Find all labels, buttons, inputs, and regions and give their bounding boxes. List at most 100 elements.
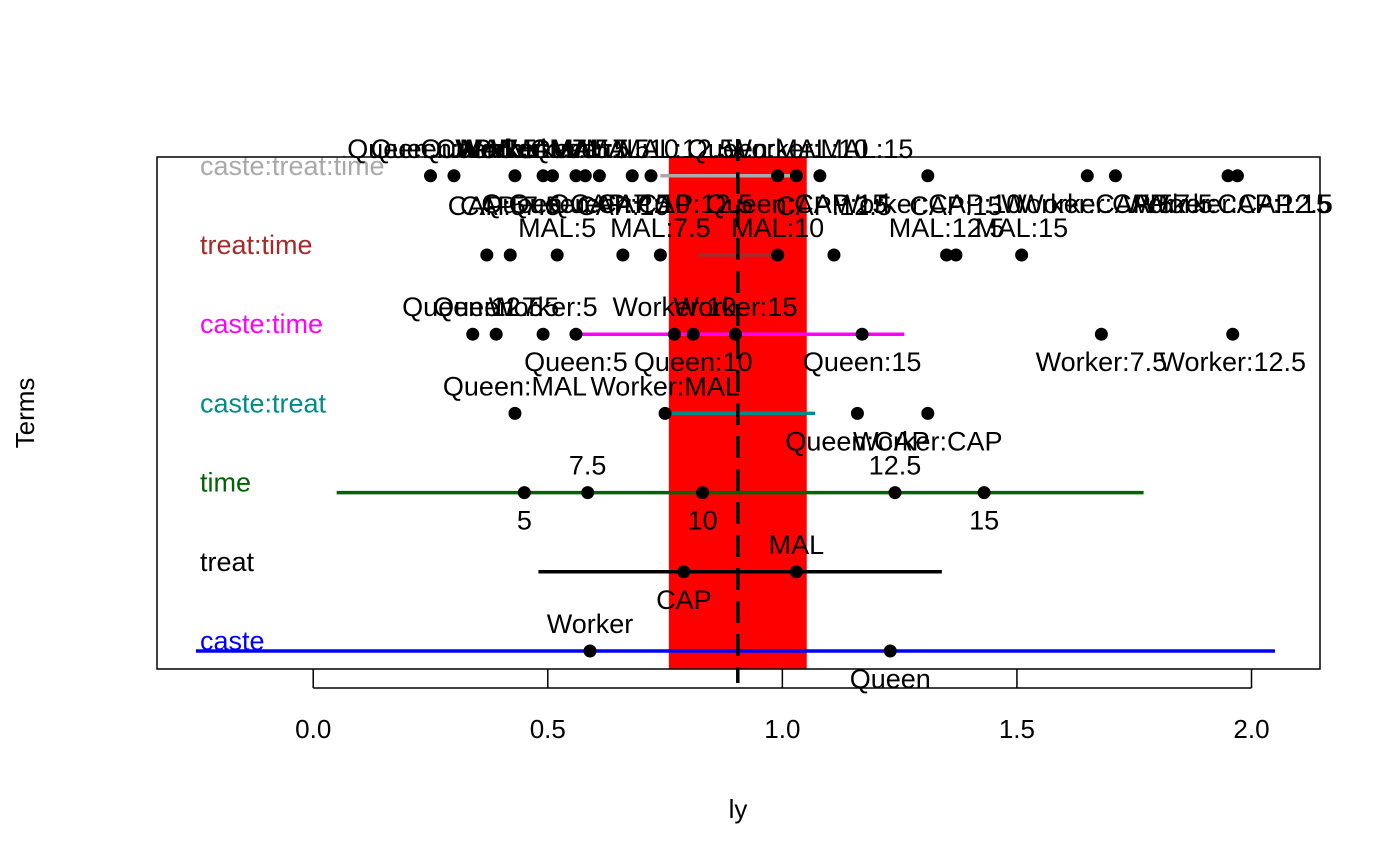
term-point bbox=[771, 248, 785, 262]
x-tick-label: 1.5 bbox=[999, 714, 1035, 744]
term-point bbox=[466, 327, 480, 341]
x-tick-label: 0.0 bbox=[295, 714, 331, 744]
term-point bbox=[677, 565, 691, 579]
term-point bbox=[447, 169, 461, 183]
term-point bbox=[578, 169, 592, 183]
point-label: MAL:10 bbox=[731, 213, 824, 243]
term-point bbox=[517, 486, 531, 500]
point-label: Worker:CAP:12.5 bbox=[1123, 189, 1333, 219]
point-label: Queen:MAL:10 bbox=[687, 134, 869, 164]
point-label: CAP:15 bbox=[909, 191, 1002, 221]
point-label: Worker:CAP:10 bbox=[834, 189, 1021, 219]
point-label: CAP:10 bbox=[576, 191, 669, 221]
point-label: Worker:CAP bbox=[853, 426, 1003, 456]
point-label: MAL:15 bbox=[975, 213, 1068, 243]
point-label: Queen:CAP:10 bbox=[509, 189, 691, 219]
point-label: Queen:MAL:12.5 bbox=[530, 134, 734, 164]
term-point bbox=[921, 169, 935, 183]
x-tick-label: 1.0 bbox=[764, 714, 800, 744]
point-label: Queen:7.5 bbox=[433, 292, 559, 322]
term-point bbox=[940, 248, 954, 262]
term-point bbox=[850, 406, 864, 420]
term-point bbox=[616, 248, 630, 262]
term-point bbox=[653, 248, 667, 262]
y-axis-label: Terms bbox=[10, 378, 40, 449]
point-label: Queen:CAP:7.5 bbox=[481, 189, 670, 219]
point-label: Queen:MAL:7.5 bbox=[420, 134, 609, 164]
term-name: caste bbox=[200, 626, 265, 656]
term-point bbox=[883, 644, 897, 658]
term-point bbox=[827, 248, 841, 262]
point-label: 7.5 bbox=[569, 451, 607, 481]
point-label: Worker bbox=[547, 609, 634, 639]
point-label: Queen:CAP:5 bbox=[347, 134, 514, 164]
point-label: Worker:MAL:7.5 bbox=[455, 134, 650, 164]
point-label: Worker:12.5 bbox=[1159, 347, 1306, 377]
term-point bbox=[536, 169, 550, 183]
point-label: MAL:5 bbox=[518, 213, 596, 243]
term-point bbox=[667, 327, 681, 341]
term-point bbox=[489, 327, 503, 341]
point-label: Worker:CAP:5 bbox=[1001, 189, 1173, 219]
term-point bbox=[1094, 327, 1108, 341]
term-point bbox=[977, 486, 991, 500]
plot-frame bbox=[156, 156, 1321, 670]
point-label: Worker:CAP:15 bbox=[1144, 189, 1331, 219]
point-label: MAL bbox=[769, 530, 825, 560]
point-label: Worker:15 bbox=[673, 292, 797, 322]
term-point bbox=[592, 169, 606, 183]
point-label: 10 bbox=[688, 506, 718, 536]
term-point bbox=[644, 169, 658, 183]
term-point bbox=[508, 406, 522, 420]
term-point bbox=[686, 327, 700, 341]
point-label: Worker:MAL:15 bbox=[726, 134, 913, 164]
point-label: Worker:7.5 bbox=[1036, 347, 1168, 377]
point-label: Queen:MAL bbox=[443, 371, 587, 401]
points-layer bbox=[424, 169, 1244, 658]
term-point bbox=[545, 169, 559, 183]
point-label: 15 bbox=[969, 506, 999, 536]
point-label: Queen:CAP:15 bbox=[706, 189, 888, 219]
point-label: Queen:5 bbox=[524, 347, 628, 377]
term-point bbox=[1226, 327, 1240, 341]
point-label: Worker:10 bbox=[612, 292, 736, 322]
x-axis-label: ly bbox=[729, 794, 748, 824]
term-point bbox=[581, 486, 595, 500]
term-point bbox=[480, 248, 494, 262]
term-point bbox=[813, 169, 827, 183]
term-point bbox=[508, 169, 522, 183]
x-tick-label: 2.0 bbox=[1233, 714, 1269, 744]
term-point bbox=[658, 406, 672, 420]
labels-layer: casteWorkerQueentreatCAPMALtime57.51012.… bbox=[200, 134, 1333, 694]
point-label: CAP:7.5 bbox=[460, 191, 561, 221]
term-point bbox=[536, 327, 550, 341]
term-point bbox=[625, 169, 639, 183]
term-point bbox=[888, 486, 902, 500]
term-point bbox=[696, 486, 710, 500]
term-point bbox=[1221, 169, 1235, 183]
point-label: Worker:MAL:5 bbox=[457, 134, 629, 164]
term-name: treat bbox=[200, 547, 255, 577]
point-label: Worker:MAL bbox=[590, 371, 740, 401]
term-point bbox=[1108, 169, 1122, 183]
point-label: Queen:MAL:5 bbox=[371, 134, 538, 164]
point-label: Worker:5 bbox=[489, 292, 598, 322]
point-label: CAP:12.5 bbox=[776, 191, 892, 221]
term-point bbox=[949, 248, 963, 262]
term-name: treat:time bbox=[200, 230, 313, 260]
term-point bbox=[855, 327, 869, 341]
term-point bbox=[789, 565, 803, 579]
term-point bbox=[424, 169, 438, 183]
term-point bbox=[1080, 169, 1094, 183]
point-label: Worker:MAL:10 bbox=[492, 134, 679, 164]
term-point bbox=[1230, 169, 1244, 183]
term-point bbox=[569, 169, 583, 183]
point-label: Queen:15 bbox=[803, 347, 922, 377]
term-point bbox=[728, 327, 742, 341]
point-label: 12.5 bbox=[869, 451, 922, 481]
term-name: time bbox=[200, 468, 251, 498]
term-name: caste:treat:time bbox=[200, 151, 385, 181]
point-label: Queen:12.5 bbox=[402, 292, 543, 322]
point-label: Queen:CAP:12.5 bbox=[549, 189, 753, 219]
